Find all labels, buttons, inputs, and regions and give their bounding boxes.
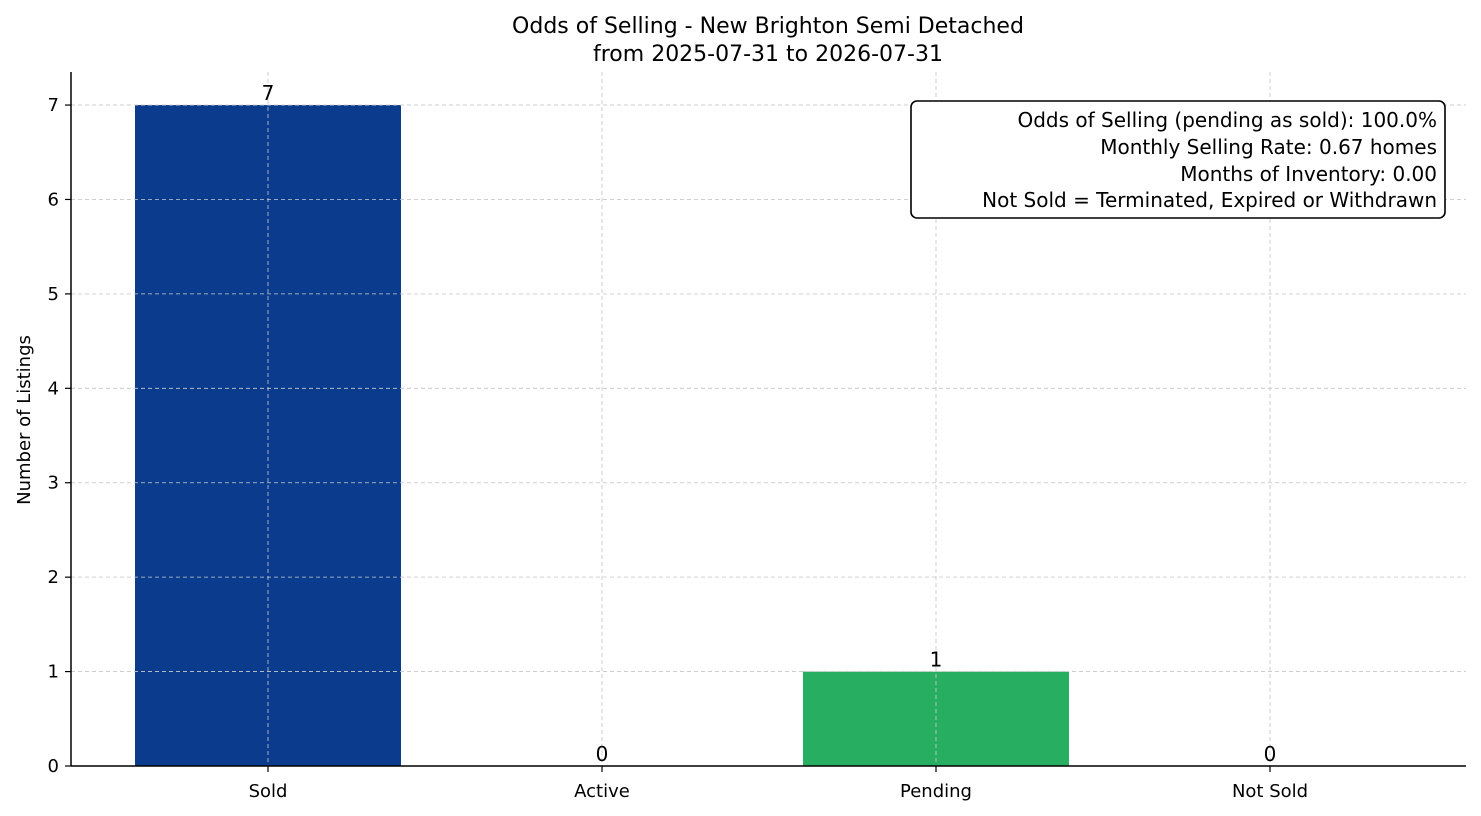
y-tick-label: 7 — [48, 95, 59, 116]
stats-box-frame — [910, 100, 1446, 219]
y-axis-ticks: 0 1 2 3 4 5 6 7 — [48, 95, 71, 777]
axes — [70, 72, 1466, 767]
bar-labels: 7 0 1 0 — [262, 81, 1277, 766]
bar-value-label: 7 — [262, 81, 275, 105]
y-tick-label: 4 — [48, 378, 59, 399]
bar-value-label: 1 — [930, 648, 943, 672]
stats-not-sold-definition: Not Sold = Terminated, Expired or Withdr… — [982, 188, 1437, 212]
y-tick-label: 0 — [48, 756, 59, 777]
bar-sold — [135, 105, 401, 767]
chart-subtitle: from 2025-07-31 to 2026-07-31 — [593, 42, 943, 67]
bar-value-label: 0 — [1264, 742, 1277, 766]
stats-monthly-selling-rate: Monthly Selling Rate: 0.67 homes — [1100, 135, 1437, 159]
x-axis-ticks: Sold Active Pending Not Sold — [249, 766, 1308, 802]
y-tick-label: 3 — [48, 473, 59, 494]
stats-odds-of-selling: Odds of Selling (pending as sold): 100.0… — [1017, 108, 1437, 132]
y-axis-label: Number of Listings — [14, 335, 35, 505]
y-tick-label: 2 — [48, 567, 59, 588]
x-tick-label: Pending — [900, 781, 972, 802]
bar-value-label: 0 — [596, 742, 609, 766]
x-tick-label: Not Sold — [1232, 781, 1308, 802]
y-tick-label: 6 — [48, 189, 59, 210]
x-tick-label: Active — [574, 781, 630, 802]
stats-months-of-inventory: Months of Inventory: 0.00 — [1180, 162, 1437, 186]
bars — [71, 72, 1466, 767]
x-tick-label: Sold — [249, 781, 288, 802]
chart-title: Odds of Selling - New Brighton Semi Deta… — [512, 14, 1024, 39]
stats-box: Odds of Selling (pending as sold): 100.0… — [910, 100, 1446, 219]
y-tick-label: 1 — [48, 662, 59, 683]
y-tick-label: 5 — [48, 284, 59, 305]
